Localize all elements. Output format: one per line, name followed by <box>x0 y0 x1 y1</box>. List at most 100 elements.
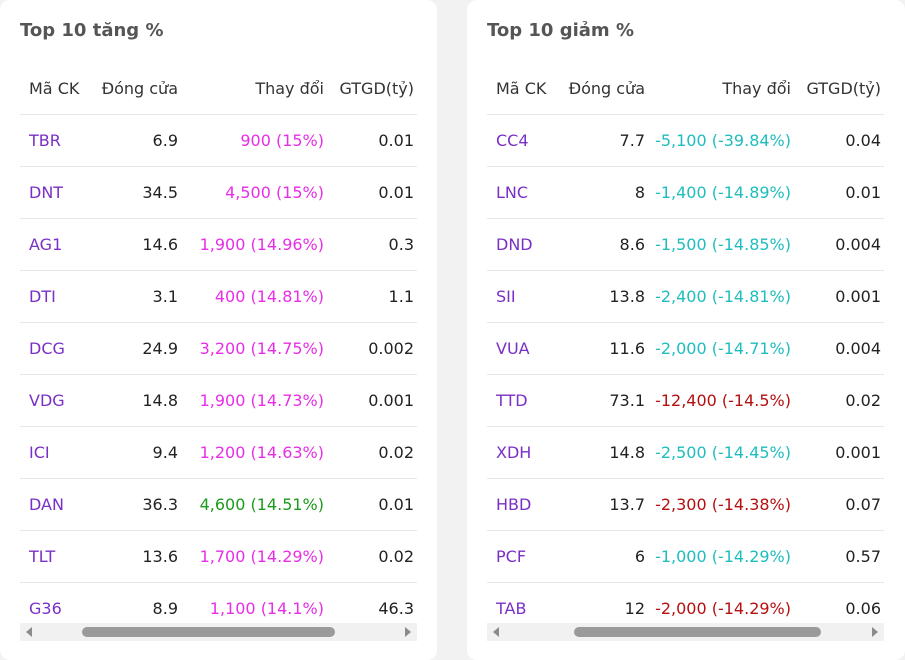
header-close[interactable]: Đóng cửa <box>568 78 645 98</box>
price-change: -1,500 (-14.85%) <box>655 235 791 254</box>
symbol-link[interactable]: SII <box>496 287 516 306</box>
price-change: 1,900 (14.96%) <box>199 235 324 254</box>
table-row[interactable]: ICI 9.4 1,200 (14.63%) 0.02 <box>20 427 417 479</box>
symbol-link[interactable]: VDG <box>29 391 65 410</box>
table-row[interactable]: HBD 13.7 -2,300 (-14.38%) 0.07 <box>487 479 884 531</box>
price-change: -1,000 (-14.29%) <box>655 547 791 566</box>
horizontal-scrollbar[interactable] <box>487 623 884 641</box>
close-price: 14.8 <box>609 443 645 462</box>
top-losers-title: Top 10 giảm % <box>487 20 634 41</box>
close-price: 8.6 <box>619 235 645 254</box>
trade-value: 0.06 <box>845 599 881 618</box>
header-symbol[interactable]: Mã CK <box>29 78 80 98</box>
symbol-link[interactable]: DND <box>496 235 533 254</box>
trade-value: 0.01 <box>378 131 414 150</box>
price-change: 900 (15%) <box>240 131 324 150</box>
table-row[interactable]: VDG 14.8 1,900 (14.73%) 0.001 <box>20 375 417 427</box>
header-change[interactable]: Thay đổi <box>722 78 791 98</box>
close-price: 73.1 <box>609 391 645 410</box>
price-change: 1,700 (14.29%) <box>199 547 324 566</box>
close-price: 11.6 <box>609 339 645 358</box>
trade-value: 0.01 <box>378 495 414 514</box>
scroll-right-arrow-icon[interactable] <box>872 627 878 637</box>
horizontal-scrollbar[interactable] <box>20 623 417 641</box>
table-row[interactable]: DAN 36.3 4,600 (14.51%) 0.01 <box>20 479 417 531</box>
close-price: 8.9 <box>152 599 178 618</box>
scroll-left-arrow-icon[interactable] <box>26 627 32 637</box>
symbol-link[interactable]: XDH <box>496 443 532 462</box>
trade-value: 0.02 <box>378 547 414 566</box>
price-change: 1,200 (14.63%) <box>199 443 324 462</box>
symbol-link[interactable]: TTD <box>496 391 528 410</box>
price-change: 400 (14.81%) <box>214 287 324 306</box>
close-price: 34.5 <box>142 183 178 202</box>
symbol-link[interactable]: VUA <box>496 339 530 358</box>
table-row[interactable]: PCF 6 -1,000 (-14.29%) 0.57 <box>487 531 884 583</box>
symbol-link[interactable]: DCG <box>29 339 65 358</box>
header-value[interactable]: GTGD(tỷ) <box>339 78 414 98</box>
header-value[interactable]: GTGD(tỷ) <box>806 78 881 98</box>
symbol-link[interactable]: LNC <box>496 183 529 202</box>
symbol-link[interactable]: AG1 <box>29 235 63 254</box>
close-price: 14.8 <box>142 391 178 410</box>
symbol-link[interactable]: ICI <box>29 443 50 462</box>
table-row[interactable]: TBR 6.9 900 (15%) 0.01 <box>20 115 417 167</box>
top-gainers-card: Top 10 tăng % Mã CK Đóng cửa Thay đổi GT… <box>0 0 437 660</box>
table-row[interactable]: DND 8.6 -1,500 (-14.85%) 0.004 <box>487 219 884 271</box>
trade-value: 0.04 <box>845 131 881 150</box>
table-row[interactable]: TLT 13.6 1,700 (14.29%) 0.02 <box>20 531 417 583</box>
symbol-link[interactable]: DTI <box>29 287 56 306</box>
symbol-link[interactable]: PCF <box>496 547 527 566</box>
trade-value: 0.001 <box>368 391 414 410</box>
symbol-link[interactable]: TLT <box>29 547 56 566</box>
trade-value: 0.004 <box>835 339 881 358</box>
trade-value: 0.02 <box>845 391 881 410</box>
top-losers-rows: CC4 7.7 -5,100 (-39.84%) 0.04 LNC 8 -1,400 (-1… <box>487 115 884 634</box>
scrollbar-thumb[interactable] <box>574 627 821 637</box>
table-row[interactable]: AG1 14.6 1,900 (14.96%) 0.3 <box>20 219 417 271</box>
price-change: 1,900 (14.73%) <box>199 391 324 410</box>
table-row[interactable]: SII 13.8 -2,400 (-14.81%) 0.001 <box>487 271 884 323</box>
close-price: 3.1 <box>152 287 178 306</box>
close-price: 13.7 <box>609 495 645 514</box>
trade-value: 46.3 <box>378 599 414 618</box>
table-row[interactable]: G36 8.9 1,100 (14.1%) 46.3 <box>20 583 417 634</box>
table-row[interactable]: VUA 11.6 -2,000 (-14.71%) 0.004 <box>487 323 884 375</box>
table-row[interactable]: LNC 8 -1,400 (-14.89%) 0.01 <box>487 167 884 219</box>
symbol-link[interactable]: HBD <box>496 495 532 514</box>
header-symbol[interactable]: Mã CK <box>496 78 547 98</box>
table-row[interactable]: CC4 7.7 -5,100 (-39.84%) 0.04 <box>487 115 884 167</box>
price-change: -5,100 (-39.84%) <box>655 131 791 150</box>
scroll-right-arrow-icon[interactable] <box>405 627 411 637</box>
table-row[interactable]: TAB 12 -2,000 (-14.29%) 0.06 <box>487 583 884 634</box>
table-row[interactable]: DNT 34.5 4,500 (15%) 0.01 <box>20 167 417 219</box>
price-change: 1,100 (14.1%) <box>209 599 324 618</box>
close-price: 12 <box>624 599 645 618</box>
header-close[interactable]: Đóng cửa <box>101 78 178 98</box>
symbol-link[interactable]: TBR <box>29 131 61 150</box>
scroll-left-arrow-icon[interactable] <box>493 627 499 637</box>
table-row[interactable]: XDH 14.8 -2,500 (-14.45%) 0.001 <box>487 427 884 479</box>
header-change[interactable]: Thay đổi <box>255 78 324 98</box>
price-change: -2,000 (-14.71%) <box>655 339 791 358</box>
trade-value: 0.02 <box>378 443 414 462</box>
symbol-link[interactable]: G36 <box>29 599 62 618</box>
symbol-link[interactable]: TAB <box>496 599 527 618</box>
price-change: -2,300 (-14.38%) <box>655 495 791 514</box>
table-header-row: Mã CK Đóng cửa Thay đổi GTGD(tỷ) <box>487 62 884 115</box>
symbol-link[interactable]: CC4 <box>496 131 529 150</box>
table-row[interactable]: TTD 73.1 -12,400 (-14.5%) 0.02 <box>487 375 884 427</box>
price-change: -2,500 (-14.45%) <box>655 443 791 462</box>
price-change: -1,400 (-14.89%) <box>655 183 791 202</box>
price-change: -12,400 (-14.5%) <box>655 391 791 410</box>
top-gainers-table: Mã CK Đóng cửa Thay đổi GTGD(tỷ) TBR 6.9 9… <box>20 62 417 634</box>
price-change: -2,000 (-14.29%) <box>655 599 791 618</box>
symbol-link[interactable]: DAN <box>29 495 64 514</box>
scrollbar-thumb[interactable] <box>82 627 335 637</box>
close-price: 24.9 <box>142 339 178 358</box>
table-row[interactable]: DTI 3.1 400 (14.81%) 1.1 <box>20 271 417 323</box>
top-losers-card: Top 10 giảm % Mã CK Đóng cửa Thay đổi GT… <box>467 0 905 660</box>
symbol-link[interactable]: DNT <box>29 183 64 202</box>
price-change: 4,600 (14.51%) <box>199 495 324 514</box>
table-row[interactable]: DCG 24.9 3,200 (14.75%) 0.002 <box>20 323 417 375</box>
